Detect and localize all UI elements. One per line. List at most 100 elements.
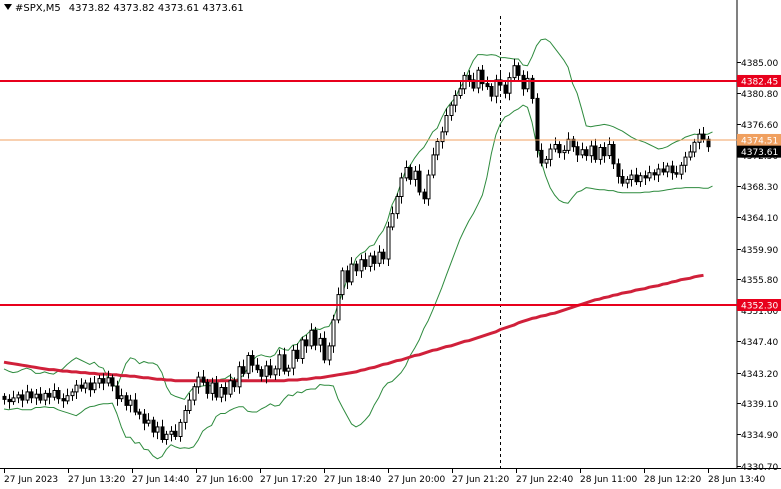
candle-body [88, 382, 93, 391]
ask-price-label: 4374.51 [741, 136, 778, 146]
candle-body [255, 364, 260, 371]
candle-body [395, 196, 400, 215]
candle-body [593, 145, 598, 160]
candle-body [214, 382, 219, 398]
candle-body [656, 168, 661, 176]
candle-body [458, 88, 463, 97]
candle-body [273, 368, 278, 376]
candle-body [377, 251, 382, 264]
candle-body [431, 154, 436, 176]
level-price-label: 4352.30 [741, 302, 778, 312]
y-tick-label: 4385.00 [741, 59, 778, 69]
candle-body [575, 146, 580, 156]
candle-body [187, 399, 192, 412]
level-price-badge [737, 299, 781, 311]
candle-body [183, 410, 188, 423]
candle-body [354, 263, 359, 272]
ohlc-readout: 4373.82 4373.82 4373.61 4373.61 [68, 3, 244, 14]
candle-body [146, 419, 151, 424]
candle-body [444, 115, 449, 133]
candle-body [192, 386, 197, 401]
candle-body [580, 149, 585, 156]
candle-body [368, 255, 373, 267]
candle-body [106, 377, 111, 384]
candle-body [16, 394, 21, 399]
candle-body [300, 339, 305, 359]
candle-body [115, 385, 120, 400]
x-tick-label: 27 Jun 2023 [4, 475, 58, 485]
candle-body [535, 97, 540, 151]
candle-body [61, 398, 66, 402]
candle-body [557, 144, 562, 154]
candle-body [25, 391, 30, 401]
candle-body [52, 390, 57, 398]
candle-body [701, 133, 706, 140]
candle-body [571, 138, 576, 148]
x-tick-label: 27 Jun 13:20 [68, 475, 125, 485]
candle-body [318, 337, 323, 346]
candle-body [647, 172, 652, 179]
candle-body [485, 83, 490, 88]
candle-body [611, 144, 616, 165]
candle-body [408, 167, 413, 180]
candle-body [638, 175, 643, 183]
y-tick-label: 4368.30 [741, 183, 778, 193]
candle-body [2, 395, 7, 400]
candle-body [169, 430, 174, 435]
candle-body [453, 95, 458, 106]
y-tick-label: 4343.20 [741, 370, 778, 380]
candle-body [92, 382, 97, 391]
candle-body [521, 74, 526, 90]
candle-body [435, 141, 440, 156]
candle-body [679, 164, 684, 175]
candle-body [494, 79, 499, 97]
candle-body [530, 77, 535, 100]
candle-body [331, 319, 336, 347]
x-tick-label: 27 Jun 18:40 [324, 475, 381, 485]
candle-body [295, 349, 300, 359]
bid-price-label: 4373.61 [741, 148, 778, 158]
candle-body [539, 149, 544, 164]
candle-body [634, 174, 639, 183]
candle-body [291, 349, 296, 369]
candle-body [336, 294, 341, 321]
candle-body [322, 337, 327, 361]
candle-body [327, 345, 332, 361]
y-tick-label: 4380.80 [741, 90, 778, 100]
candle-body [313, 329, 318, 346]
x-tick-label: 28 Jun 13:40 [708, 475, 765, 485]
candle-body [467, 74, 472, 81]
candle-body [201, 376, 206, 383]
candle-body [706, 138, 711, 148]
candle-body [259, 369, 264, 377]
candle-body [286, 367, 291, 372]
candle-body [70, 391, 75, 397]
candle-body [223, 387, 228, 395]
candle-body [241, 366, 246, 374]
candle-body [381, 251, 386, 260]
candle-body [512, 65, 517, 79]
triangle-down-icon [4, 4, 12, 10]
candle-body [607, 144, 612, 157]
y-tick-label: 4351.60 [741, 307, 778, 317]
candle-body [372, 255, 377, 264]
candle-body [20, 394, 25, 401]
candle-body [359, 259, 364, 272]
candle-body [476, 69, 481, 89]
x-tick-label: 28 Jun 11:00 [580, 475, 637, 485]
candle-body [228, 380, 233, 395]
candle-body [548, 148, 553, 160]
y-tick-label: 4359.90 [741, 246, 778, 256]
candle-body [507, 77, 512, 94]
candle-body [399, 177, 404, 197]
y-tick-label: 4376.60 [741, 121, 778, 131]
candle-body [426, 174, 431, 200]
candle-body [124, 395, 129, 406]
candle-body [643, 175, 648, 179]
y-tick-label: 4347.40 [741, 338, 778, 348]
x-tick-label: 27 Jun 20:00 [388, 475, 445, 485]
candle-body [74, 384, 79, 393]
candle-body [584, 149, 589, 157]
candle-body [142, 413, 147, 424]
